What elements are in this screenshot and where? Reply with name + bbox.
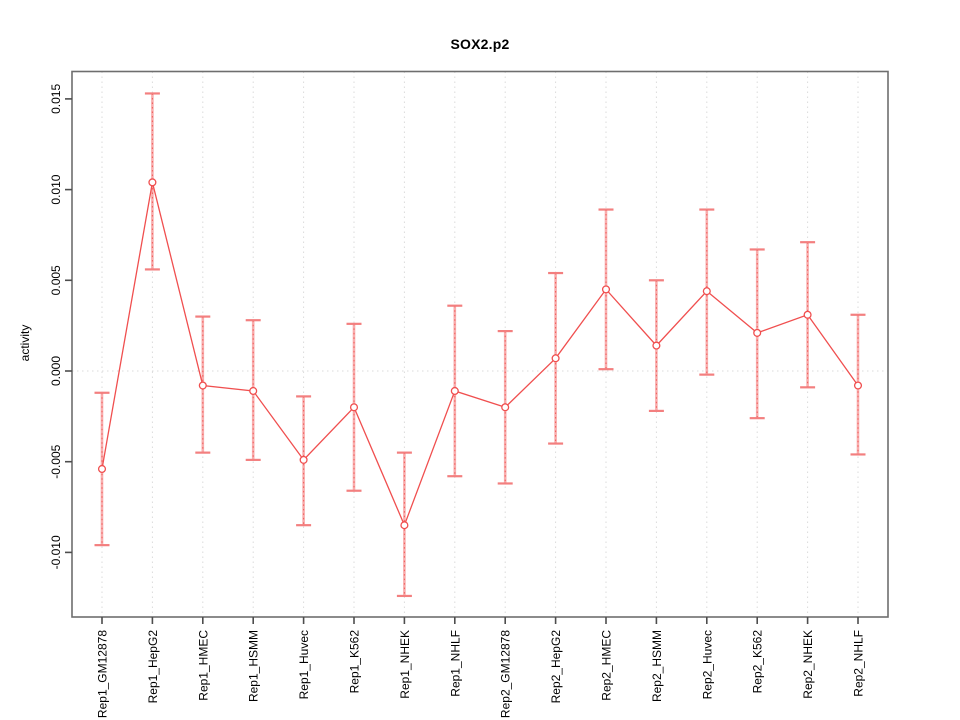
data-point <box>249 386 258 396</box>
axes <box>65 70 889 624</box>
x-tick-label: Rep1_Huvec <box>297 630 311 699</box>
x-tick-label: Rep1_NHEK <box>398 630 412 699</box>
data-points <box>97 178 863 530</box>
x-tick-label: Rep1_GM12878 <box>96 630 110 718</box>
series-line-group <box>101 182 859 527</box>
x-tick-label: Rep2_NHEK <box>801 630 815 699</box>
x-tick-label: Rep2_NHLF <box>852 630 866 697</box>
data-point <box>702 287 711 296</box>
data-point <box>97 464 107 474</box>
x-tick-label: Rep2_HMEC <box>600 630 614 701</box>
data-point <box>803 310 812 319</box>
y-tick-label: -0.005 <box>49 444 63 478</box>
data-point <box>652 341 661 350</box>
data-point <box>753 328 762 337</box>
data-point <box>349 403 359 412</box>
y-tick-label: 0.000 <box>49 356 63 386</box>
data-point <box>501 403 510 412</box>
x-tick-label: Rep1_NHLF <box>448 630 462 697</box>
x-tick-label: Rep1_HSMM <box>247 630 261 702</box>
data-point <box>148 178 157 187</box>
series-line <box>101 182 859 527</box>
x-tick-label: Rep2_GM12878 <box>499 630 513 718</box>
chart-title: SOX2.p2 <box>450 36 510 52</box>
data-point <box>400 521 409 530</box>
data-point <box>299 455 308 464</box>
x-tick-label: Rep2_K562 <box>751 630 765 694</box>
x-tick-label: Rep2_HepG2 <box>549 630 563 704</box>
y-tick-label: -0.010 <box>49 535 63 569</box>
gridlines <box>72 71 888 617</box>
axis-tick-labels: 0.015 0.010 0.005 0.000 -0.005 -0.010 Rep1_GM1… <box>49 84 866 719</box>
x-tick-label: Rep1_K562 <box>348 630 362 694</box>
data-point <box>551 354 560 363</box>
plot-box <box>71 70 889 618</box>
x-tick-label: Rep1_HMEC <box>196 630 210 701</box>
data-point <box>601 285 611 294</box>
x-tick-label: Rep1_HepG2 <box>146 630 160 704</box>
data-point <box>450 386 459 396</box>
y-tick-label: 0.010 <box>49 174 63 204</box>
y-tick-label: 0.015 <box>49 84 63 114</box>
error-bars <box>94 92 866 598</box>
y-tick-label: 0.005 <box>49 265 63 295</box>
data-point <box>198 381 207 390</box>
x-tick-label: Rep2_Huvec <box>700 630 714 699</box>
data-point <box>853 381 863 390</box>
x-tick-label: Rep2_HSMM <box>650 630 664 702</box>
